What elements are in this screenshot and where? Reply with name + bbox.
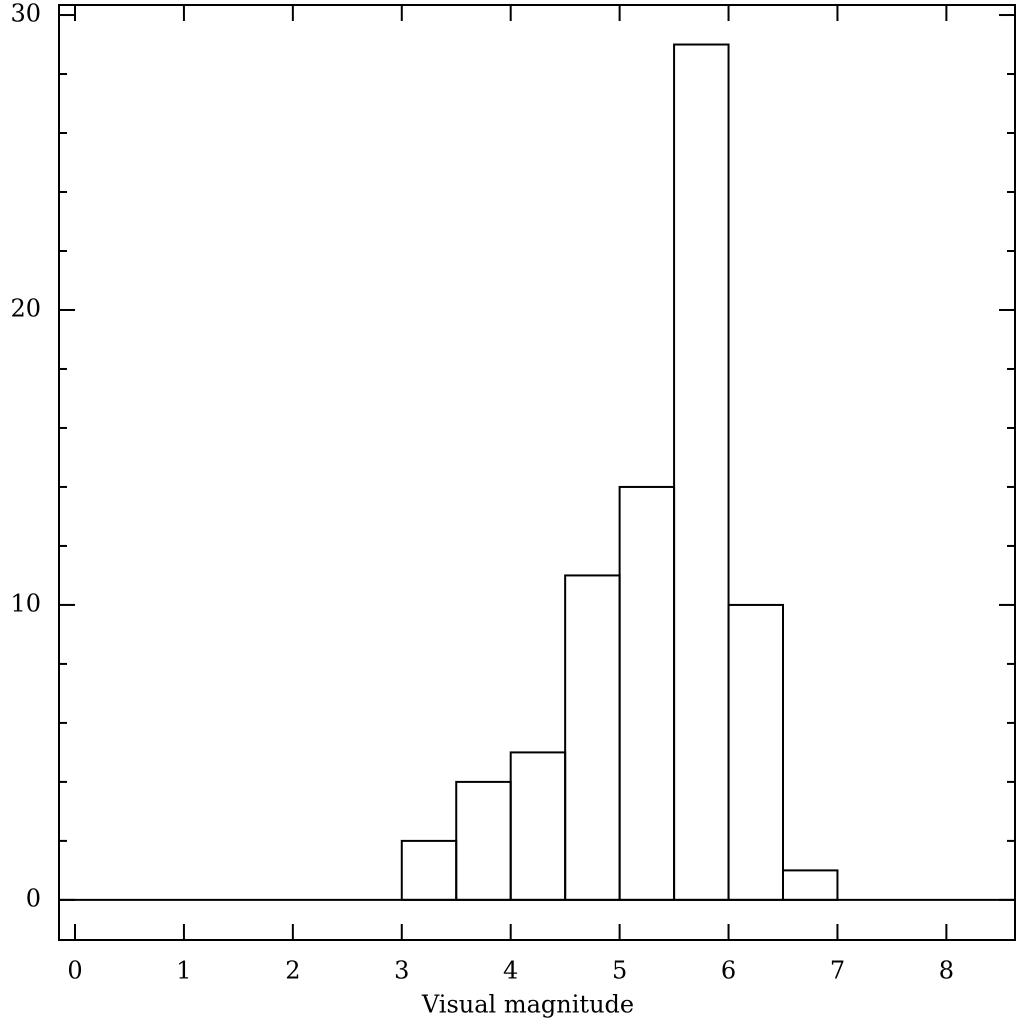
histogram-bar (781, 869, 839, 901)
plot-frame (58, 4, 1016, 941)
y-tick-label: 10 (10, 589, 41, 617)
x-tick-label: 7 (830, 957, 845, 985)
x-tick-label: 5 (612, 957, 627, 985)
histogram-bar (564, 574, 621, 901)
x-tick-label: 6 (721, 957, 736, 985)
x-tick-label: 4 (503, 957, 518, 985)
x-tick-label: 3 (394, 957, 409, 985)
x-tick-label: 8 (939, 957, 954, 985)
x-axis-label: Visual magnitude (421, 991, 634, 1019)
y-tick-label: 0 (26, 884, 41, 912)
histogram-bar (673, 43, 730, 901)
histogram-bar (400, 839, 458, 901)
x-tick-label: 0 (67, 957, 82, 985)
y-tick-label: 30 (10, 0, 41, 28)
histogram-bar (509, 751, 567, 901)
histogram-bar (455, 780, 512, 901)
histogram-bar (618, 485, 676, 901)
histogram-bar (727, 603, 784, 901)
x-tick-label: 1 (176, 957, 191, 985)
x-tick-label: 2 (285, 957, 300, 985)
y-tick-label: 20 (10, 294, 41, 322)
